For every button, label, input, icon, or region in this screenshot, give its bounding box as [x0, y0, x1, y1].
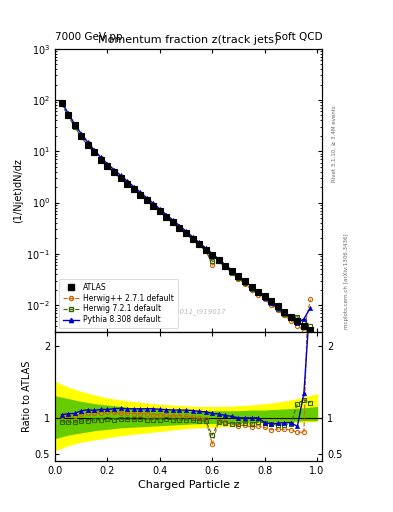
Text: mcplots.cern.ch [arXiv:1306.3436]: mcplots.cern.ch [arXiv:1306.3436] — [344, 234, 349, 329]
Legend: ATLAS, Herwig++ 2.7.1 default, Herwig 7.2.1 default, Pythia 8.308 default: ATLAS, Herwig++ 2.7.1 default, Herwig 7.… — [59, 279, 178, 328]
Title: Momentum fraction z(track jets): Momentum fraction z(track jets) — [99, 35, 279, 45]
Y-axis label: (1/Njet)dN/dz: (1/Njet)dN/dz — [13, 158, 24, 223]
Text: ATLAS_2011_I919017: ATLAS_2011_I919017 — [151, 308, 226, 315]
Y-axis label: Ratio to ATLAS: Ratio to ATLAS — [22, 361, 32, 432]
Text: Soft QCD: Soft QCD — [275, 32, 322, 41]
Text: 7000 GeV pp: 7000 GeV pp — [55, 32, 123, 41]
X-axis label: Charged Particle z: Charged Particle z — [138, 480, 239, 490]
Text: Rivet 3.1.10, ≥ 3.4M events: Rivet 3.1.10, ≥ 3.4M events — [332, 105, 337, 182]
